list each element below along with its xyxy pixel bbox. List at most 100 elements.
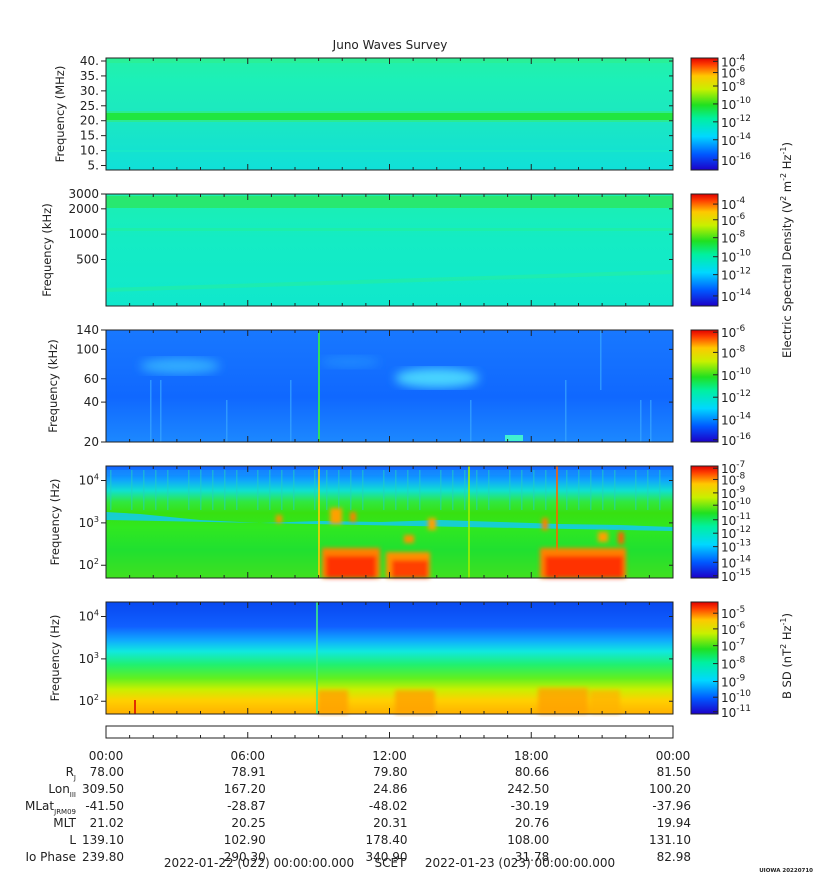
ephemeris-value: 78.00 <box>90 765 124 779</box>
chart-title: Juno Waves Survey <box>332 38 448 52</box>
panel-4-streak <box>143 470 145 510</box>
y-tick-label: 10. <box>80 144 99 158</box>
colorbar-tick-label: 10-8 <box>721 656 746 672</box>
panel-4-streak <box>131 470 133 510</box>
colorbar-title-magnetic: B SD (nT2 Hz-1) <box>779 613 794 699</box>
ephemeris-value: 79.80 <box>373 765 407 779</box>
colorbar-tick-label: 10-10 <box>721 249 751 265</box>
ephemeris-value: -28.87 <box>227 799 266 813</box>
y-tick-label: 2000 <box>68 202 99 216</box>
panel-4-spike <box>318 466 320 578</box>
colorbar-tick-label: 10-10 <box>721 689 751 705</box>
panel-4-streak <box>566 470 568 510</box>
ephemeris-value: 24.86 <box>373 782 407 796</box>
colorbar-tick-label: 10-14 <box>721 412 751 428</box>
panel-4-streak <box>395 470 397 510</box>
y-tick-label: 102 <box>79 693 99 708</box>
ephemeris-value: 100.20 <box>649 782 691 796</box>
colorbar-tick-label: 10-4 <box>721 53 746 69</box>
colorbar-2: 10-410-6 10-8 10-10 10-12 10-14 <box>690 193 751 307</box>
y-axis-label: Frequency (kHz) <box>40 203 54 296</box>
panel-3-streak <box>650 400 652 442</box>
colorbar-gradient <box>690 329 719 443</box>
colorbar-tick-label: 10-6 <box>721 212 746 228</box>
panel-3-streak <box>150 380 152 442</box>
panel-4-streak <box>362 470 364 510</box>
colorbar-tick-label: 10-14 <box>721 132 751 148</box>
panel-3-axes: 20 40 60 100 140 Frequency (kHz) <box>46 323 674 449</box>
y-tick-label: 20. <box>80 114 99 128</box>
colorbar-tick-label: 10-12 <box>721 389 751 405</box>
y-tick-label: 30. <box>80 84 99 98</box>
x-tick-label: 12:00 <box>372 749 407 763</box>
panel-4-streak <box>314 470 316 510</box>
panel-4-streak <box>590 470 592 510</box>
time-range-end: 2022-01-23 (023) 00:00:00.000 <box>425 856 615 870</box>
colorbar-tick-label: 10-12 <box>721 525 751 541</box>
colorbar-tick-label: 10-14 <box>721 554 751 570</box>
panel-4-streak <box>281 470 283 510</box>
panel-4-streak <box>647 470 649 510</box>
panel-3-streak <box>226 400 228 442</box>
panel-4-streak <box>236 470 238 510</box>
colorbar-gradient <box>690 601 719 715</box>
colorbar-tick-label: 10-14 <box>721 288 751 304</box>
y-tick-label: 140 <box>76 323 99 337</box>
y-axis-label: Frequency (Hz) <box>48 479 62 566</box>
panel-4-streak <box>188 470 190 510</box>
panel-5-spectrogram <box>106 602 673 714</box>
colorbar-3: 10-6 10-8 10-10 10-12 10-14 10-16 <box>690 324 751 448</box>
panel-4-streak <box>269 470 271 510</box>
time-axis <box>105 725 674 739</box>
panel-4-streak <box>602 470 604 510</box>
y-tick-label: 60 <box>84 372 99 386</box>
panel-4-streak <box>533 470 535 510</box>
ephemeris-value: 20.31 <box>373 816 407 830</box>
ephemeris-label: L <box>69 833 76 847</box>
y-axis-label: Frequency (kHz) <box>46 339 60 432</box>
panel-4-streak <box>110 470 112 510</box>
panel-4-streak <box>521 470 523 510</box>
panel-4-streak <box>509 470 511 510</box>
ephemeris-value: 80.66 <box>515 765 549 779</box>
y-tick-label: 40. <box>80 54 99 68</box>
colorbar-tick-label: 10-9 <box>721 674 746 690</box>
y-tick-label: 103 <box>79 651 99 666</box>
y-tick-label: 5. <box>88 159 99 173</box>
y-tick-label: 104 <box>79 609 99 624</box>
colorbar-1: 10-410-610-8 10-10 10-12 10-14 10-16 <box>690 53 751 171</box>
panel-3-streak <box>160 380 162 442</box>
panel-4-streak <box>293 470 295 510</box>
y-tick-label: 100 <box>76 342 99 356</box>
colorbar-gradient <box>690 193 719 307</box>
ephemeris-value: 139.10 <box>82 833 124 847</box>
y-tick-label: 15. <box>80 129 99 143</box>
colorbar-tick-label: 10-16 <box>721 152 751 168</box>
y-tick-label: 20 <box>84 435 99 449</box>
ephemeris-value: -48.02 <box>369 799 408 813</box>
ephemeris-value: 131.10 <box>649 833 691 847</box>
ephemeris-value: 290.30 <box>224 850 266 864</box>
x-tick-label: 06:00 <box>230 749 265 763</box>
panel-4-streak <box>578 470 580 510</box>
colorbar-4: 10-710-810-910-1010-1110-1210-1310-1410-… <box>690 460 751 584</box>
panel-4-streak <box>407 470 409 510</box>
x-tick-label: 00:00 <box>89 749 124 763</box>
ephemeris-value: -37.96 <box>652 799 691 813</box>
colorbar-tick-label: 10-8 <box>721 230 746 246</box>
panel-4-streak <box>440 470 442 510</box>
ephemeris-value: 21.02 <box>90 816 124 830</box>
y-tick-label: 102 <box>79 557 99 572</box>
colorbar-tick-label: 10-16 <box>721 432 751 448</box>
ephemeris-value: 340.90 <box>366 850 408 864</box>
panel-4-streak <box>635 470 637 510</box>
ephemeris-value: 78.91 <box>231 765 265 779</box>
ephemeris-value: 81.50 <box>657 765 691 779</box>
panel-3-streak <box>640 400 642 442</box>
panel-4-streak <box>464 470 466 510</box>
panel-4-spectrogram <box>106 466 673 578</box>
colorbar-tick-label: 10-4 <box>721 196 746 212</box>
time-range-start: 2022-01-22 (022) 00:00:00.000 <box>164 856 354 870</box>
ephemeris-value: 20.76 <box>515 816 549 830</box>
